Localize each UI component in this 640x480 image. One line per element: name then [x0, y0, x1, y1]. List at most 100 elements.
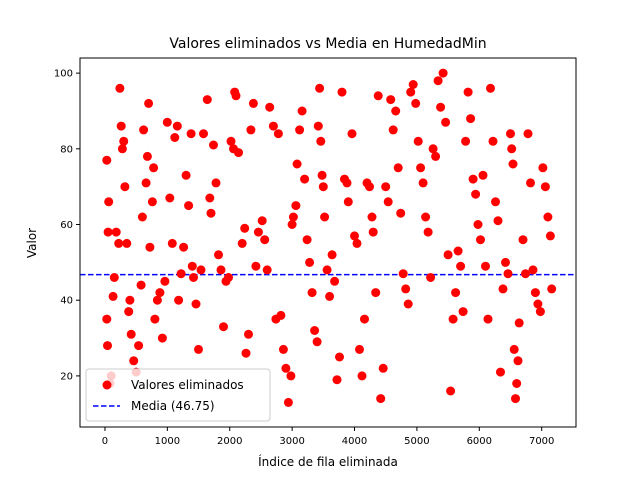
data-point	[108, 291, 118, 301]
data-point	[335, 352, 344, 362]
data-point	[373, 91, 383, 101]
data-point	[234, 148, 243, 158]
data-point	[325, 291, 335, 301]
data-point	[117, 144, 127, 154]
data-point	[149, 163, 159, 173]
data-point	[322, 265, 332, 275]
data-point	[157, 333, 167, 343]
data-point	[276, 310, 286, 320]
data-point	[386, 95, 396, 105]
data-point	[498, 284, 508, 294]
data-point	[357, 371, 367, 381]
data-point	[367, 212, 377, 222]
data-point	[102, 155, 112, 165]
data-point	[451, 288, 461, 298]
data-point	[103, 227, 113, 237]
data-point	[543, 212, 553, 222]
data-point	[514, 318, 524, 328]
data-point	[535, 307, 545, 317]
data-point	[125, 295, 135, 305]
data-point	[244, 329, 253, 339]
data-point	[196, 265, 206, 275]
data-point	[337, 87, 347, 97]
data-point	[136, 280, 146, 290]
plot-area-frame	[79, 57, 577, 428]
data-point	[206, 208, 216, 218]
data-point	[174, 295, 184, 305]
data-point	[262, 265, 272, 275]
data-point	[468, 174, 478, 184]
data-point	[493, 216, 503, 226]
data-point	[288, 212, 298, 222]
data-point	[119, 136, 129, 146]
data-point	[488, 136, 498, 146]
data-point	[240, 223, 250, 233]
data-point	[283, 397, 293, 407]
data-point	[312, 337, 322, 347]
data-point	[224, 273, 233, 282]
data-point	[241, 348, 251, 358]
data-point	[483, 314, 493, 324]
y-axis-ticks: 20 40 60 80 100	[54, 69, 80, 382]
data-point	[251, 261, 261, 271]
data-point	[428, 144, 438, 154]
data-point	[456, 261, 466, 271]
data-point	[219, 322, 228, 332]
data-point	[162, 117, 172, 127]
data-point	[378, 363, 388, 373]
data-point	[172, 121, 182, 131]
data-point	[126, 329, 136, 339]
data-point	[463, 87, 473, 97]
data-point	[408, 80, 418, 89]
data-point	[471, 189, 481, 199]
data-point	[506, 129, 515, 139]
data-point	[360, 314, 369, 324]
x-axis-ticks: 0 1000 2000 3000 4000 5000 6000 7000	[102, 427, 554, 447]
data-point	[253, 227, 263, 237]
y-tick-label: 40	[60, 296, 73, 307]
data-point	[115, 83, 125, 93]
data-point	[287, 220, 297, 229]
data-point	[473, 220, 483, 229]
data-point	[327, 250, 337, 260]
data-point	[297, 106, 307, 116]
data-point	[142, 151, 152, 161]
data-point	[184, 201, 194, 211]
data-point	[521, 269, 530, 279]
data-point	[486, 83, 495, 93]
x-tick-label: 4000	[342, 436, 367, 447]
data-point	[315, 83, 325, 93]
data-point	[371, 288, 381, 298]
data-point	[533, 299, 543, 309]
data-point	[507, 144, 517, 154]
data-point	[211, 178, 221, 188]
y-tick-label: 100	[54, 69, 73, 80]
data-point	[231, 91, 241, 101]
data-point	[273, 129, 283, 139]
data-point	[332, 375, 342, 385]
data-point	[383, 197, 393, 207]
data-point	[508, 159, 518, 169]
data-point	[295, 125, 305, 135]
y-tick-label: 60	[60, 220, 73, 231]
data-point	[431, 151, 441, 161]
data-point	[116, 121, 126, 131]
data-point	[511, 394, 520, 404]
data-point	[167, 238, 177, 248]
data-point	[307, 288, 317, 298]
data-point	[189, 273, 198, 282]
data-point	[501, 257, 510, 267]
data-point	[286, 371, 296, 381]
data-point	[448, 314, 458, 324]
data-point	[421, 212, 431, 222]
data-point	[461, 136, 471, 146]
data-point	[141, 178, 151, 188]
data-point	[443, 250, 453, 260]
data-point	[147, 197, 157, 207]
data-point	[355, 344, 364, 354]
data-point	[268, 121, 278, 131]
data-point	[458, 307, 468, 317]
data-point	[145, 242, 155, 252]
data-point	[411, 98, 421, 108]
